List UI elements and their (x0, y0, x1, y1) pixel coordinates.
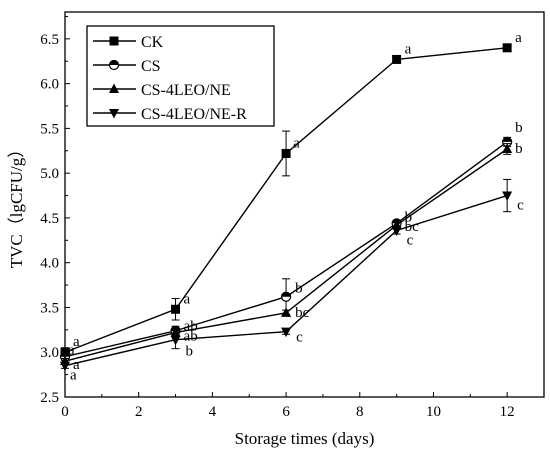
data-point (281, 327, 292, 338)
x-tick-label: 2 (135, 404, 143, 420)
data-point (502, 191, 513, 202)
data-point (502, 43, 512, 53)
significance-label: ab (184, 329, 198, 345)
data-point (280, 291, 292, 302)
legend-label: CK (141, 34, 164, 51)
significance-label: a (68, 343, 75, 359)
legend-marker (108, 59, 120, 71)
y-tick-label: 4.0 (40, 256, 59, 272)
x-axis-title: Storage times (days) (235, 429, 375, 448)
significance-label: c (517, 198, 524, 214)
legend-entry: CK (93, 34, 164, 51)
y-tick-label: 6.5 (40, 32, 59, 48)
legend-label: CS-4LEO/NE-R (141, 106, 247, 123)
data-point (502, 143, 513, 153)
data-point (60, 361, 70, 372)
marker-fill (502, 137, 512, 142)
x-tick-label: 6 (282, 404, 290, 420)
y-tick-label: 4.5 (40, 211, 59, 227)
significance-label: a (405, 41, 412, 57)
legend-entry: CS (93, 58, 161, 75)
significance-label: bc (405, 219, 420, 235)
data-point (281, 307, 292, 317)
y-tick-label: 5.5 (40, 121, 59, 137)
significance-label: a (184, 291, 191, 307)
significance-label: c (407, 232, 414, 248)
x-tick-label: 8 (356, 404, 364, 420)
legend-label: CS-4LEO/NE (141, 82, 231, 99)
x-tick-label: 12 (500, 404, 515, 420)
significance-label: b (515, 120, 523, 136)
plot-border (64, 11, 545, 398)
data-point (281, 148, 291, 158)
significance-label: a (515, 30, 522, 46)
marker-fill (281, 292, 291, 297)
y-tick-label: 6.0 (40, 77, 59, 93)
marker-fill (60, 352, 70, 357)
data-point (391, 226, 402, 236)
y-tick-label: 5.0 (40, 166, 59, 182)
y-axis-title: TVC（lgCFU/g） (7, 141, 26, 269)
significance-label: b (515, 141, 523, 157)
legend-entry: CS-4LEO/NE-R (93, 106, 247, 123)
y-tick-label: 3.5 (40, 300, 59, 316)
data-point (392, 54, 402, 64)
x-tick-label: 10 (426, 404, 441, 420)
significance-label: a (293, 135, 300, 151)
significance-label: c (296, 330, 303, 346)
y-tick-label: 2.5 (40, 390, 59, 406)
data-point (171, 304, 181, 314)
significance-label: a (73, 334, 80, 350)
legend-marker (109, 36, 119, 46)
legend-marker (109, 83, 119, 93)
legend: CK CS CS-4LEO/NE CS-4LEO/NE-R (86, 25, 275, 127)
legend-marker (109, 109, 119, 119)
significance-label: a (70, 368, 77, 384)
legend-entry: CS-4LEO/NE (93, 82, 231, 99)
marker-fill (109, 60, 119, 65)
significance-label: bc (295, 305, 310, 321)
data-point (170, 335, 181, 346)
legend-label: CS (141, 58, 161, 75)
significance-label: b (295, 281, 303, 297)
y-tick-label: 3.0 (40, 345, 59, 361)
significance-label: b (186, 344, 194, 360)
significance-label: a (73, 357, 80, 373)
x-tick-label: 0 (61, 404, 69, 420)
plot-frame (64, 11, 545, 398)
x-tick-label: 4 (209, 404, 217, 420)
